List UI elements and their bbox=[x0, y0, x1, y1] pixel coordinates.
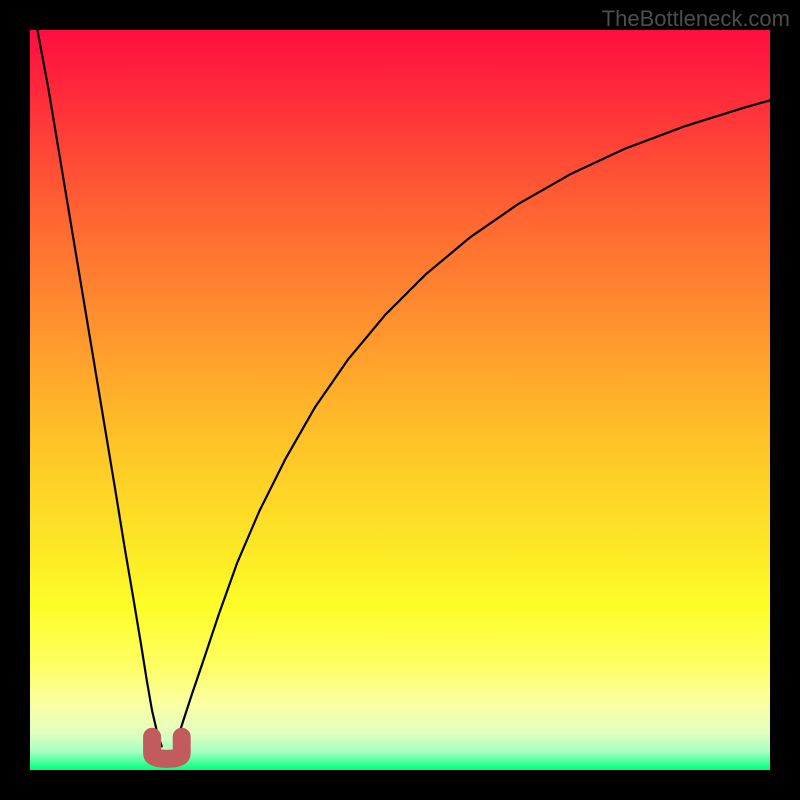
chart-svg bbox=[30, 30, 770, 770]
chart-container: TheBottleneck.com bbox=[0, 0, 800, 800]
plot-area bbox=[30, 30, 770, 770]
watermark-text: TheBottleneck.com bbox=[602, 6, 790, 32]
gradient-background bbox=[30, 30, 770, 770]
